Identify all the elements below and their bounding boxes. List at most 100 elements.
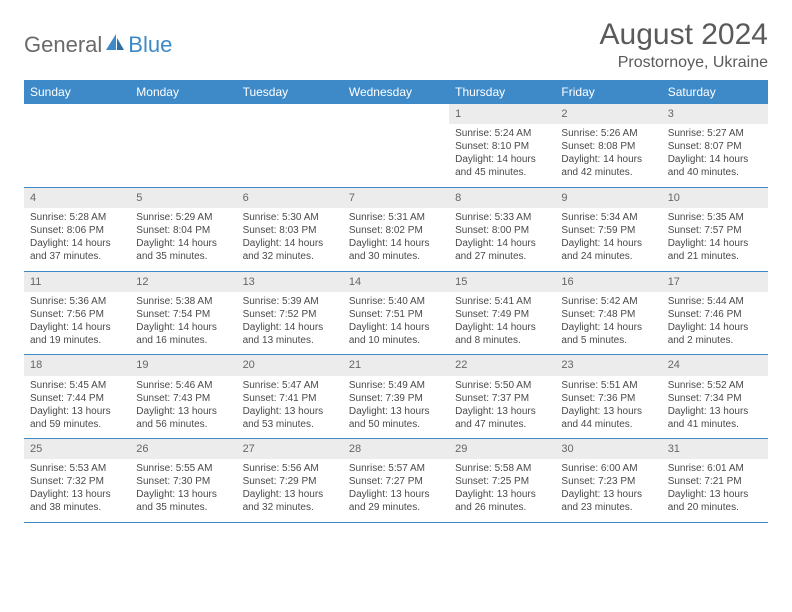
sunset-text: Sunset: 7:21 PM — [668, 475, 762, 488]
daynum-row: 25262728293031 — [24, 439, 768, 460]
day-number-cell: 7 — [343, 187, 449, 208]
day-number-cell: 30 — [555, 439, 661, 460]
sunrise-text: Sunrise: 5:50 AM — [455, 379, 549, 392]
day-number-cell: 6 — [237, 187, 343, 208]
daylight2-text: and 35 minutes. — [136, 501, 230, 514]
daylight2-text: and 16 minutes. — [136, 334, 230, 347]
daylight1-text: Daylight: 14 hours — [561, 321, 655, 334]
daylight1-text: Daylight: 14 hours — [243, 321, 337, 334]
daylight2-text: and 41 minutes. — [668, 418, 762, 431]
brand-part2: Blue — [128, 32, 172, 58]
day-content-cell: Sunrise: 5:55 AMSunset: 7:30 PMDaylight:… — [130, 459, 236, 522]
daylight2-text: and 56 minutes. — [136, 418, 230, 431]
day-content-cell: Sunrise: 5:28 AMSunset: 8:06 PMDaylight:… — [24, 208, 130, 271]
day-number-cell: 8 — [449, 187, 555, 208]
sunrise-text: Sunrise: 5:40 AM — [349, 295, 443, 308]
daylight2-text: and 32 minutes. — [243, 501, 337, 514]
sunrise-text: Sunrise: 5:47 AM — [243, 379, 337, 392]
daylight2-text: and 35 minutes. — [136, 250, 230, 263]
sunset-text: Sunset: 8:03 PM — [243, 224, 337, 237]
sunrise-text: Sunrise: 5:31 AM — [349, 211, 443, 224]
sunrise-text: Sunrise: 5:35 AM — [668, 211, 762, 224]
daylight1-text: Daylight: 14 hours — [349, 321, 443, 334]
calendar-table: Sunday Monday Tuesday Wednesday Thursday… — [24, 80, 768, 523]
day-number-cell: 10 — [662, 187, 768, 208]
daylight1-text: Daylight: 14 hours — [668, 153, 762, 166]
daylight1-text: Daylight: 14 hours — [30, 321, 124, 334]
day-content-cell: Sunrise: 5:52 AMSunset: 7:34 PMDaylight:… — [662, 376, 768, 439]
daylight2-text: and 20 minutes. — [668, 501, 762, 514]
day-content-cell: Sunrise: 5:33 AMSunset: 8:00 PMDaylight:… — [449, 208, 555, 271]
sunset-text: Sunset: 7:46 PM — [668, 308, 762, 321]
day-content-cell — [237, 124, 343, 187]
daylight2-text: and 42 minutes. — [561, 166, 655, 179]
sunset-text: Sunset: 7:34 PM — [668, 392, 762, 405]
daylight2-text: and 59 minutes. — [30, 418, 124, 431]
calendar-body: 123Sunrise: 5:24 AMSunset: 8:10 PMDaylig… — [24, 104, 768, 522]
sunrise-text: Sunrise: 5:41 AM — [455, 295, 549, 308]
brand-logo: General Blue — [24, 32, 172, 58]
sail-icon — [104, 32, 126, 58]
sunrise-text: Sunrise: 5:57 AM — [349, 462, 443, 475]
day-number-cell — [237, 104, 343, 124]
daylight1-text: Daylight: 14 hours — [668, 321, 762, 334]
daylight2-text: and 37 minutes. — [30, 250, 124, 263]
day-content-cell — [24, 124, 130, 187]
sunset-text: Sunset: 8:10 PM — [455, 140, 549, 153]
sunset-text: Sunset: 7:54 PM — [136, 308, 230, 321]
day-content-cell: Sunrise: 5:29 AMSunset: 8:04 PMDaylight:… — [130, 208, 236, 271]
month-title: August 2024 — [600, 18, 768, 52]
day-content-cell: Sunrise: 5:45 AMSunset: 7:44 PMDaylight:… — [24, 376, 130, 439]
daylight1-text: Daylight: 13 hours — [668, 405, 762, 418]
day-number-cell: 25 — [24, 439, 130, 460]
sunset-text: Sunset: 7:48 PM — [561, 308, 655, 321]
daylight2-text: and 50 minutes. — [349, 418, 443, 431]
day-number-cell — [24, 104, 130, 124]
daylight2-text: and 30 minutes. — [349, 250, 443, 263]
sunset-text: Sunset: 7:49 PM — [455, 308, 549, 321]
daylight1-text: Daylight: 13 hours — [668, 488, 762, 501]
daylight1-text: Daylight: 14 hours — [349, 237, 443, 250]
sunset-text: Sunset: 7:51 PM — [349, 308, 443, 321]
sunset-text: Sunset: 7:27 PM — [349, 475, 443, 488]
daylight2-text: and 21 minutes. — [668, 250, 762, 263]
sunrise-text: Sunrise: 5:38 AM — [136, 295, 230, 308]
day-content-cell: Sunrise: 5:57 AMSunset: 7:27 PMDaylight:… — [343, 459, 449, 522]
daylight2-text: and 45 minutes. — [455, 166, 549, 179]
sunrise-text: Sunrise: 6:01 AM — [668, 462, 762, 475]
sunset-text: Sunset: 8:07 PM — [668, 140, 762, 153]
sunset-text: Sunset: 8:06 PM — [30, 224, 124, 237]
daylight2-text: and 24 minutes. — [561, 250, 655, 263]
day-content-cell: Sunrise: 5:46 AMSunset: 7:43 PMDaylight:… — [130, 376, 236, 439]
day-number-cell — [343, 104, 449, 124]
day-number-cell: 1 — [449, 104, 555, 124]
weekday-header: Thursday — [449, 80, 555, 104]
day-number-cell: 28 — [343, 439, 449, 460]
sunrise-text: Sunrise: 5:28 AM — [30, 211, 124, 224]
daylight1-text: Daylight: 14 hours — [668, 237, 762, 250]
day-content-cell: Sunrise: 5:35 AMSunset: 7:57 PMDaylight:… — [662, 208, 768, 271]
daylight2-text: and 27 minutes. — [455, 250, 549, 263]
weekday-header: Friday — [555, 80, 661, 104]
daylight2-text: and 53 minutes. — [243, 418, 337, 431]
weekday-header: Saturday — [662, 80, 768, 104]
day-content-cell: Sunrise: 5:30 AMSunset: 8:03 PMDaylight:… — [237, 208, 343, 271]
day-number-cell: 26 — [130, 439, 236, 460]
daylight1-text: Daylight: 13 hours — [349, 405, 443, 418]
daylight1-text: Daylight: 13 hours — [243, 488, 337, 501]
sunrise-text: Sunrise: 5:29 AM — [136, 211, 230, 224]
content-row: Sunrise: 5:28 AMSunset: 8:06 PM Daylight:… — [24, 208, 768, 271]
sunset-text: Sunset: 7:57 PM — [668, 224, 762, 237]
sunset-text: Sunset: 7:29 PM — [243, 475, 337, 488]
day-number-cell: 11 — [24, 271, 130, 292]
day-content-cell: Sunrise: 5:56 AMSunset: 7:29 PMDaylight:… — [237, 459, 343, 522]
sunrise-text: Sunrise: 5:53 AM — [30, 462, 124, 475]
day-content-cell: Sunrise: 5:39 AMSunset: 7:52 PMDaylight:… — [237, 292, 343, 355]
sunset-text: Sunset: 7:30 PM — [136, 475, 230, 488]
day-number-cell: 18 — [24, 355, 130, 376]
day-content-cell: Sunrise: 6:00 AMSunset: 7:23 PMDaylight:… — [555, 459, 661, 522]
daylight1-text: Daylight: 13 hours — [455, 488, 549, 501]
day-number-cell: 22 — [449, 355, 555, 376]
day-number-cell: 27 — [237, 439, 343, 460]
sunset-text: Sunset: 7:59 PM — [561, 224, 655, 237]
